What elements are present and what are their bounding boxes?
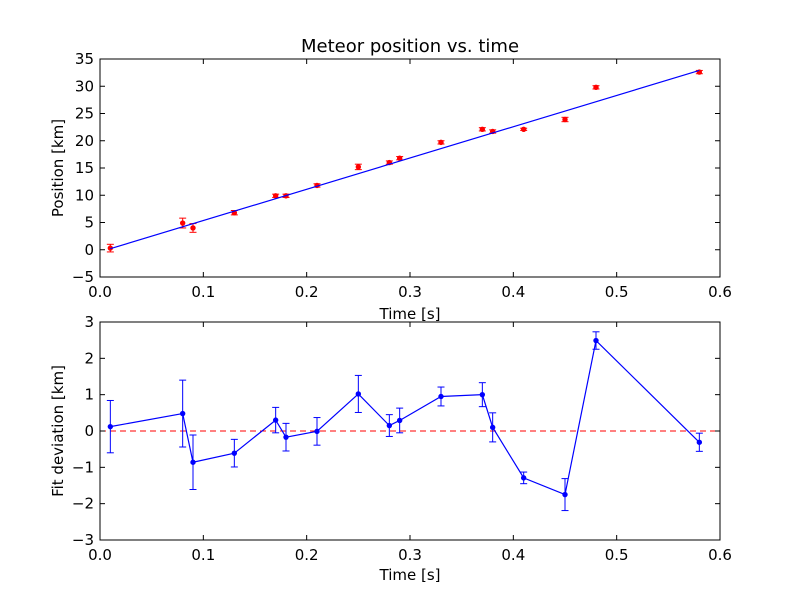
bottom-chart-data-point	[562, 491, 568, 498]
top-chart-x-tick-label: 0.2	[295, 283, 319, 301]
top-chart-y-axis-label: Position [km]	[49, 119, 67, 217]
bottom-chart-ticks: 0.0 0.1 0.2 0.3 0.4 0.5 0.6 −3 −2 −1 0 1 2 3	[72, 313, 732, 564]
top-chart-y-tick-label: 0	[84, 241, 94, 259]
top-chart-x-tick-label: 0.6	[708, 283, 732, 301]
top-chart-title: Meteor position vs. time	[301, 36, 519, 57]
bottom-chart-x-tick-label: 0.3	[398, 546, 422, 564]
bottom-chart-data-point	[593, 337, 599, 344]
top-chart-data-point	[272, 193, 279, 199]
bottom-chart-y-tick-label: −2	[72, 495, 94, 513]
top-chart-data-point	[355, 164, 362, 170]
top-chart-y-tick-label: 20	[75, 132, 94, 150]
bottom-chart-x-axis-label: Time [s]	[379, 566, 441, 584]
bottom-chart-data-point	[231, 450, 238, 456]
top-chart: Meteor position vs. time Time [s] Positi…	[49, 36, 732, 323]
bottom-chart-marks	[100, 331, 720, 512]
bottom-chart-y-tick-label: 1	[84, 386, 94, 404]
top-chart-y-tick-label: 35	[75, 50, 94, 68]
top-chart-x-tick-label: 0.5	[605, 283, 629, 301]
bottom-chart-x-tick-label: 0.6	[708, 546, 732, 564]
bottom-chart-data-point	[107, 423, 114, 430]
bottom-chart-x-tick-label: 0.5	[605, 546, 629, 564]
bottom-chart-x-tick-label: 0.4	[501, 546, 525, 564]
bottom-chart: Time [s] Fit deviation [km] 0.0 0.1 0.2 0.3…	[49, 313, 732, 584]
top-chart-x-axis-label: Time [s]	[379, 305, 441, 323]
top-chart-y-tick-label: −5	[72, 268, 94, 286]
bottom-chart-data-point	[489, 424, 496, 431]
top-chart-y-tick-label: 10	[75, 186, 94, 204]
bottom-chart-data-point	[696, 439, 703, 445]
top-chart-data-point	[396, 155, 403, 161]
top-chart-y-tick-label: 15	[75, 159, 94, 177]
top-chart-data-point	[179, 220, 186, 226]
bottom-chart-data-point	[190, 459, 196, 465]
bottom-chart-data-point	[272, 417, 279, 423]
top-chart-data-point	[593, 84, 599, 91]
bottom-chart-data-point	[283, 434, 289, 440]
bottom-chart-data-point	[355, 391, 362, 397]
bottom-chart-data-point	[479, 391, 486, 398]
top-chart-data-point	[438, 139, 444, 146]
top-chart-y-tick-label: 30	[75, 77, 94, 95]
top-chart-series-line	[110, 69, 700, 250]
top-chart-data-point	[190, 225, 196, 231]
top-chart-marks	[106, 69, 703, 253]
bottom-chart-data-point	[396, 417, 403, 424]
top-chart-x-tick-label: 0.0	[88, 283, 112, 301]
bottom-chart-x-tick-label: 0.0	[88, 546, 112, 564]
top-chart-data-point	[520, 126, 527, 133]
top-chart-y-tick-label: 25	[75, 105, 94, 123]
top-chart-data-point	[479, 126, 486, 133]
bottom-chart-y-axis-label: Fit deviation [km]	[49, 365, 67, 497]
bottom-chart-y-tick-label: −3	[72, 531, 94, 549]
top-chart-data-point	[562, 116, 568, 123]
bottom-chart-data-point	[179, 410, 186, 417]
bottom-chart-data-point	[314, 428, 320, 435]
top-chart-x-tick-label: 0.3	[398, 283, 422, 301]
top-chart-frame	[99, 58, 721, 278]
bottom-chart-y-tick-label: 0	[84, 422, 94, 440]
top-chart-y-tick-label: 5	[84, 214, 94, 232]
top-chart-x-tick-label: 0.4	[501, 283, 525, 301]
bottom-chart-data-point	[386, 422, 393, 429]
bottom-chart-y-tick-label: 3	[84, 313, 94, 331]
bottom-chart-data-point	[520, 475, 527, 481]
bottom-chart-x-tick-label: 0.1	[191, 546, 215, 564]
bottom-chart-frame	[99, 321, 721, 541]
top-chart-x-tick-label: 0.1	[191, 283, 215, 301]
bottom-chart-y-tick-label: 2	[84, 349, 94, 367]
bottom-chart-data-point	[438, 393, 444, 400]
bottom-chart-y-tick-label: −1	[72, 458, 94, 476]
bottom-chart-x-tick-label: 0.2	[295, 546, 319, 564]
